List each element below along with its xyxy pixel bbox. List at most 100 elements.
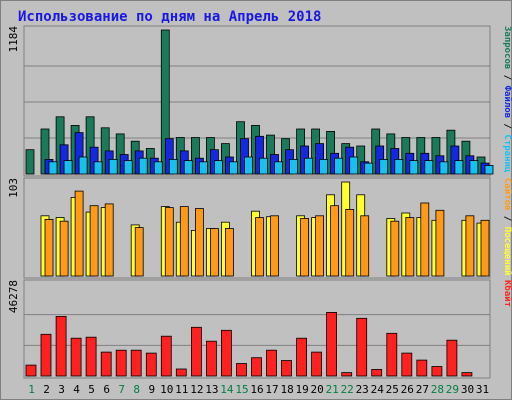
legend-part: /: [502, 118, 512, 134]
visits-bar-Сайтов-day-31: [480, 219, 490, 277]
hits-bar-Запросов-day-1: [25, 149, 35, 175]
visits-bar-Сайтов-day-16: [255, 217, 264, 277]
kbytes-bar-Кбайт-day-10: [160, 335, 172, 377]
panel-kbytes-ymax: 46278: [7, 280, 20, 313]
x-tick-label: 9: [148, 383, 155, 396]
hits-bar-Страниц-day-18: [289, 158, 298, 175]
hits-bar-Страниц-day-10: [168, 158, 178, 175]
x-tick-label: 10: [160, 383, 173, 396]
hits-bar-Страниц-day-13: [213, 160, 223, 175]
kbytes-bar-Кбайт-day-18: [281, 360, 292, 377]
visits-bar-Сайтов-day-22: [345, 208, 355, 277]
hits-bar-Страниц-day-27: [424, 160, 434, 175]
kbytes-bar-Кбайт-day-19: [296, 337, 308, 377]
x-tick-label: 1: [28, 383, 35, 396]
legend-part: /: [502, 211, 512, 227]
kbytes-bar-Кбайт-day-5: [85, 336, 97, 377]
hits-bar-Страниц-day-23: [364, 162, 374, 175]
kbytes-bar-Кбайт-day-23: [356, 317, 368, 377]
visits-bar-Сайтов-day-26: [405, 217, 415, 277]
panel-hits-ymax: 1184: [7, 26, 20, 53]
hits-bar-Страниц-day-30: [469, 160, 479, 175]
x-tick-label: 18: [280, 383, 293, 396]
visits-bar-Сайтов-day-14: [224, 228, 234, 277]
x-tick-label: 15: [235, 383, 248, 396]
visits-bar-Сайтов-day-5: [89, 205, 99, 277]
kbytes-bar-Кбайт-day-24: [371, 368, 383, 377]
hits-bar-Страниц-day-24: [379, 158, 389, 175]
visits-bar-Сайтов-day-28: [435, 209, 445, 277]
kbytes-bar-Кбайт-day-14: [220, 329, 232, 377]
panel-kbytes: 46278 Кбайт: [7, 279, 512, 379]
hits-bar-Страниц-day-26: [409, 160, 419, 175]
hits-bar-Страниц-day-5: [93, 161, 103, 175]
visits-bar-Сайтов-day-11: [179, 206, 189, 277]
x-tick-label: 11: [175, 383, 188, 396]
x-tick-label: 26: [401, 383, 414, 396]
legend-part: Запросов: [502, 26, 512, 69]
kbytes-bar-Кбайт-day-27: [416, 359, 428, 377]
kbytes-bar-Кбайт-day-13: [205, 340, 217, 377]
kbytes-bar-Кбайт-day-25: [386, 332, 398, 377]
chart-title: Использование по дням на Апрель 2018: [18, 9, 321, 25]
legend-part: Сайтов: [502, 178, 512, 211]
kbytes-bar-Кбайт-day-26: [401, 352, 413, 377]
hits-bar-Страниц-day-4: [78, 156, 88, 175]
x-tick-label: 23: [356, 383, 369, 396]
hits-bar-Страниц-day-11: [183, 160, 193, 175]
x-tick-label: 24: [371, 383, 385, 396]
x-tick-label: 25: [386, 383, 399, 396]
x-tick-label: 19: [295, 383, 308, 396]
kbytes-bar-Кбайт-day-6: [100, 351, 112, 377]
kbytes-bar-Кбайт-day-30: [461, 372, 473, 377]
x-tick-label: 30: [461, 383, 474, 396]
x-tick-label: 31: [476, 383, 489, 396]
x-tick-label: 5: [88, 383, 95, 396]
x-tick-label: 22: [341, 383, 354, 396]
panel-kbytes-bars: [25, 311, 473, 377]
visits-bar-Сайтов-day-25: [390, 220, 400, 277]
visits-bar-Сайтов-day-20: [315, 215, 325, 277]
hits-bar-Страниц-day-9: [153, 161, 163, 175]
legend-part: Кбайт: [502, 280, 512, 307]
kbytes-bar-Кбайт-day-4: [70, 337, 82, 377]
hits-bar-Страниц-day-17: [274, 161, 283, 175]
panel-hits: 1184 Запросов / Файлов / Страниц: [7, 25, 512, 177]
x-tick-label: 27: [416, 383, 429, 396]
hits-bar-Страниц-day-7: [123, 160, 133, 175]
hits-bar-Страниц-day-15: [244, 156, 253, 175]
x-tick-label: 17: [265, 383, 278, 396]
x-tick-label: 8: [133, 383, 140, 396]
legend-part: /: [502, 69, 512, 85]
kbytes-bar-Кбайт-day-3: [55, 315, 67, 377]
kbytes-bar-Кбайт-day-8: [130, 349, 142, 377]
hits-bar-Страниц-day-28: [439, 161, 449, 175]
kbytes-bar-Кбайт-day-7: [115, 349, 127, 377]
hits-bar-Страниц-day-8: [138, 157, 148, 175]
visits-bar-Сайтов-day-27: [420, 202, 430, 277]
hits-bar-Страниц-day-6: [108, 158, 118, 175]
kbytes-bar-Кбайт-day-9: [145, 352, 157, 377]
hits-bar-Страниц-day-19: [304, 157, 314, 175]
visits-bar-Сайтов-day-3: [59, 220, 69, 277]
kbytes-bar-Кбайт-day-20: [311, 351, 323, 377]
x-tick-label: 29: [446, 383, 459, 396]
x-tick-label: 20: [310, 383, 323, 396]
kbytes-bar-Кбайт-day-12: [190, 326, 202, 377]
hits-bar-Страниц-day-21: [334, 157, 344, 175]
hits-bar-Страниц-day-3: [63, 160, 73, 175]
x-tick-label: 2: [43, 383, 50, 396]
x-tick-label: 4: [73, 383, 80, 396]
kbytes-bar-Кбайт-day-21: [326, 311, 338, 377]
hits-bar-Страниц-day-25: [394, 158, 404, 175]
hits-bar-Страниц-day-29: [454, 160, 464, 175]
hits-bar-Страниц-day-31: [484, 165, 494, 175]
x-tick-label: 13: [205, 383, 218, 396]
visits-bar-Сайтов-day-8: [134, 227, 144, 277]
panel-visits-legend: Сайтов / Посещений: [502, 178, 512, 276]
x-tick-label: 3: [58, 383, 65, 396]
hits-bar-Страниц-day-2: [48, 161, 58, 175]
kbytes-bar-Кбайт-day-29: [446, 339, 458, 377]
panel-hits-bars: [25, 29, 494, 175]
